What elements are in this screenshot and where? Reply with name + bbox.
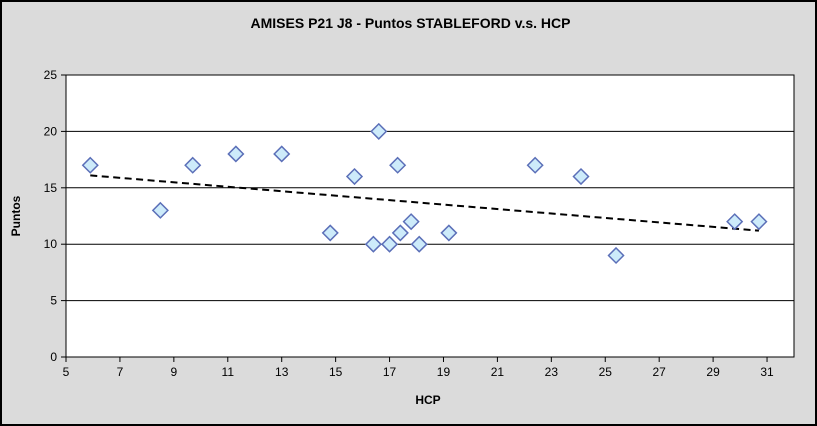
data-point-marker [391,224,409,242]
data-point-marker [402,213,420,231]
x-tick-label: 21 [491,365,505,379]
data-point-marker [364,235,382,253]
data-point-marker [345,167,364,186]
data-point-marker [380,235,399,253]
plot-area [65,74,795,358]
data-point-marker [750,213,768,231]
data-point-marker [81,156,99,174]
x-tick-label: 15 [329,365,343,379]
data-point-marker [572,167,590,186]
data-point-marker [184,156,202,174]
x-tick-label: 19 [437,365,451,379]
x-tick-label: 5 [63,365,70,379]
y-tick-label: 10 [44,237,58,251]
x-tick-label: 25 [599,365,613,379]
data-point-marker [526,156,544,174]
x-tick-label: 13 [275,365,289,379]
x-tick-label: 9 [171,365,178,379]
data-point-marker [273,145,291,163]
trendline [90,174,760,232]
data-point-marker [389,156,407,174]
data-point-marker [607,246,625,265]
data-point-marker [321,224,339,242]
data-point-marker [410,235,428,253]
chart-title: AMISES P21 J8 - Puntos STABLEFORD v.s. H… [250,15,571,31]
x-tick-label: 29 [706,365,720,379]
y-tick-label: 0 [50,350,57,364]
y-tick-label: 15 [44,181,58,195]
y-tick-label: 25 [44,68,58,82]
x-tick-label: 7 [117,365,124,379]
x-tick-label: 27 [653,365,667,379]
x-tick-label: 17 [383,365,397,379]
x-tick-label: 11 [222,365,235,379]
y-axis-title: Puntos [9,195,23,237]
x-tick-label: 23 [545,365,559,379]
data-point-marker [440,224,458,242]
data-point-marker [227,145,245,163]
x-tick-label: 31 [760,365,774,379]
y-tick-label: 5 [50,294,57,308]
x-axis-title: HCP [415,393,441,407]
data-point-marker [370,122,388,140]
y-tick-label: 20 [44,124,58,138]
data-point-marker [726,213,744,231]
data-point-marker [151,201,169,219]
